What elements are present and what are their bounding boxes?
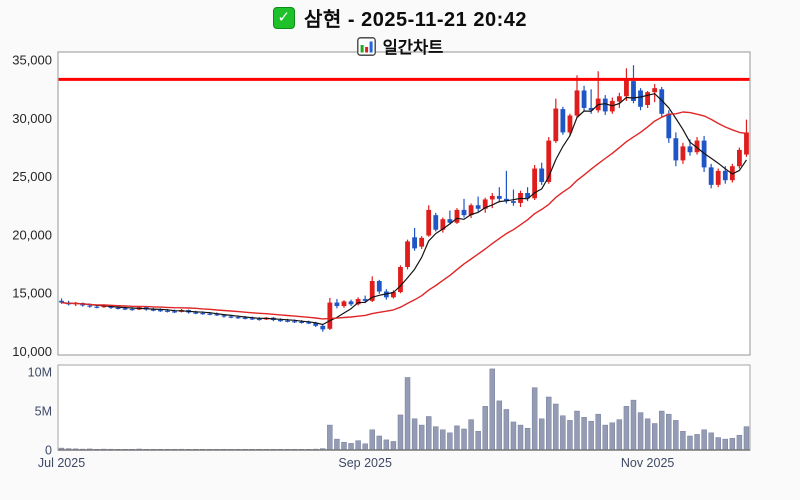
bar-chart-icon — [356, 36, 376, 56]
chart-title: 삼현 - 2025-11-21 20:42 — [304, 9, 527, 31]
volume-tick-label: 5M — [35, 405, 52, 419]
x-tick-label: Sep 2025 — [338, 456, 392, 470]
chart-title-row: ✓ 삼현 - 2025-11-21 20:42 — [0, 3, 800, 32]
price-plot-area — [58, 52, 750, 355]
chart-title-block: ✓ 삼현 - 2025-11-21 20:42 일간차트 — [0, 0, 800, 58]
volume-tick-label: 10M — [28, 366, 52, 380]
chart-subtitle-row: 일간차트 — [0, 34, 800, 58]
price-plot-border — [57, 51, 751, 356]
volume-bars — [58, 368, 750, 451]
checkmark-glyph: ✓ — [277, 9, 291, 26]
price-tick-label: 35,000 — [12, 53, 52, 68]
price-tick-label: 20,000 — [12, 227, 52, 242]
x-tick-label: Jul 2025 — [38, 456, 85, 470]
price-y-axis-labels: 35,000 30,000 25,000 20,000 15,000 10,000 — [12, 53, 52, 359]
price-tick-label: 15,000 — [12, 286, 52, 301]
ma-line-ma-long — [61, 111, 747, 320]
ma-line-ma-short — [61, 93, 747, 326]
green-checkbox-icon: ✓ — [273, 6, 295, 29]
chart-subtitle: 일간차트 — [382, 39, 444, 57]
volume-y-axis-labels: 10M 5M 0 — [28, 366, 52, 458]
price-tick-label: 25,000 — [12, 169, 52, 184]
price-tick-label: 30,000 — [12, 111, 52, 126]
volume-tick-label: 0 — [45, 444, 52, 458]
price-tick-label: 10,000 — [12, 344, 52, 359]
x-axis-labels: Jul 2025 Sep 2025 Nov 2025 — [38, 456, 675, 470]
x-tick-label: Nov 2025 — [621, 456, 675, 470]
